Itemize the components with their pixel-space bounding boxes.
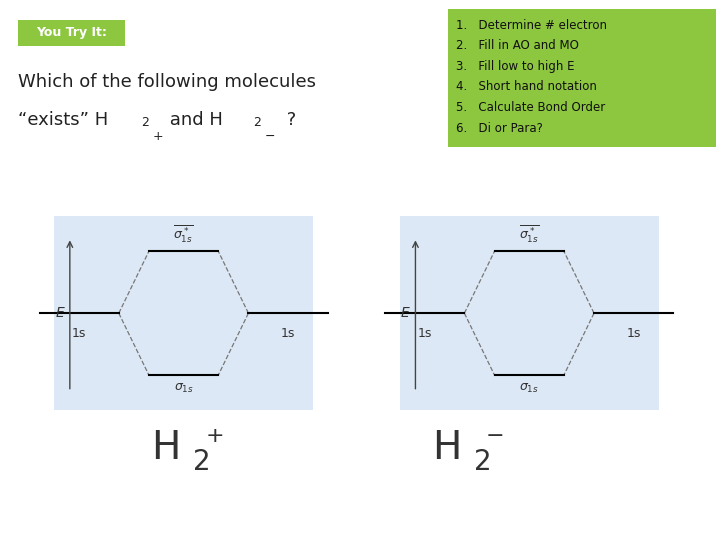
Text: and H: and H: [164, 111, 223, 129]
Text: You Try It:: You Try It:: [36, 26, 107, 39]
Text: 1.   Determine # electron: 1. Determine # electron: [456, 19, 608, 32]
Text: −: −: [486, 426, 505, 447]
Text: +: +: [153, 130, 163, 143]
Text: 1s: 1s: [72, 327, 86, 340]
FancyBboxPatch shape: [54, 216, 313, 410]
Text: 1s: 1s: [281, 327, 295, 340]
Text: 2: 2: [253, 116, 261, 129]
Text: H: H: [151, 429, 181, 467]
Text: 2: 2: [474, 448, 491, 476]
Text: 2: 2: [141, 116, 149, 129]
Text: +: +: [205, 426, 224, 447]
Text: −: −: [265, 130, 276, 143]
Text: 1s: 1s: [626, 327, 641, 340]
Text: 3.   Fill low to high E: 3. Fill low to high E: [456, 60, 575, 73]
Text: 2: 2: [193, 448, 210, 476]
Text: 1s: 1s: [418, 327, 432, 340]
FancyBboxPatch shape: [448, 9, 716, 147]
Text: Which of the following molecules: Which of the following molecules: [18, 73, 316, 91]
Text: $\sigma_{1s}$: $\sigma_{1s}$: [519, 382, 539, 395]
Text: $\sigma_{1s}$: $\sigma_{1s}$: [174, 382, 194, 395]
Text: H: H: [432, 429, 462, 467]
FancyBboxPatch shape: [400, 216, 659, 410]
Text: 5.   Calculate Bond Order: 5. Calculate Bond Order: [456, 101, 606, 114]
Text: 6.   Di or Para?: 6. Di or Para?: [456, 122, 544, 134]
Text: E: E: [401, 306, 410, 320]
Text: $\overline{\sigma^*_{1s}}$: $\overline{\sigma^*_{1s}}$: [174, 224, 194, 245]
Text: 2.   Fill in AO and MO: 2. Fill in AO and MO: [456, 39, 580, 52]
Text: ?: ?: [281, 111, 296, 129]
Text: E: E: [55, 306, 64, 320]
Text: “exists” H: “exists” H: [18, 111, 108, 129]
Text: 4.   Short hand notation: 4. Short hand notation: [456, 80, 598, 93]
FancyBboxPatch shape: [18, 20, 125, 46]
Text: $\overline{\sigma^*_{1s}}$: $\overline{\sigma^*_{1s}}$: [519, 224, 539, 245]
